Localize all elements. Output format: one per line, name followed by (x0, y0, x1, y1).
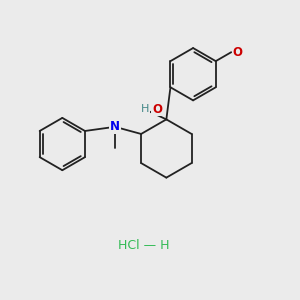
Text: N: N (110, 120, 120, 133)
Text: O: O (233, 46, 243, 59)
Text: HCl — H: HCl — H (118, 238, 170, 252)
Text: H: H (141, 104, 149, 114)
Text: O: O (152, 103, 162, 116)
